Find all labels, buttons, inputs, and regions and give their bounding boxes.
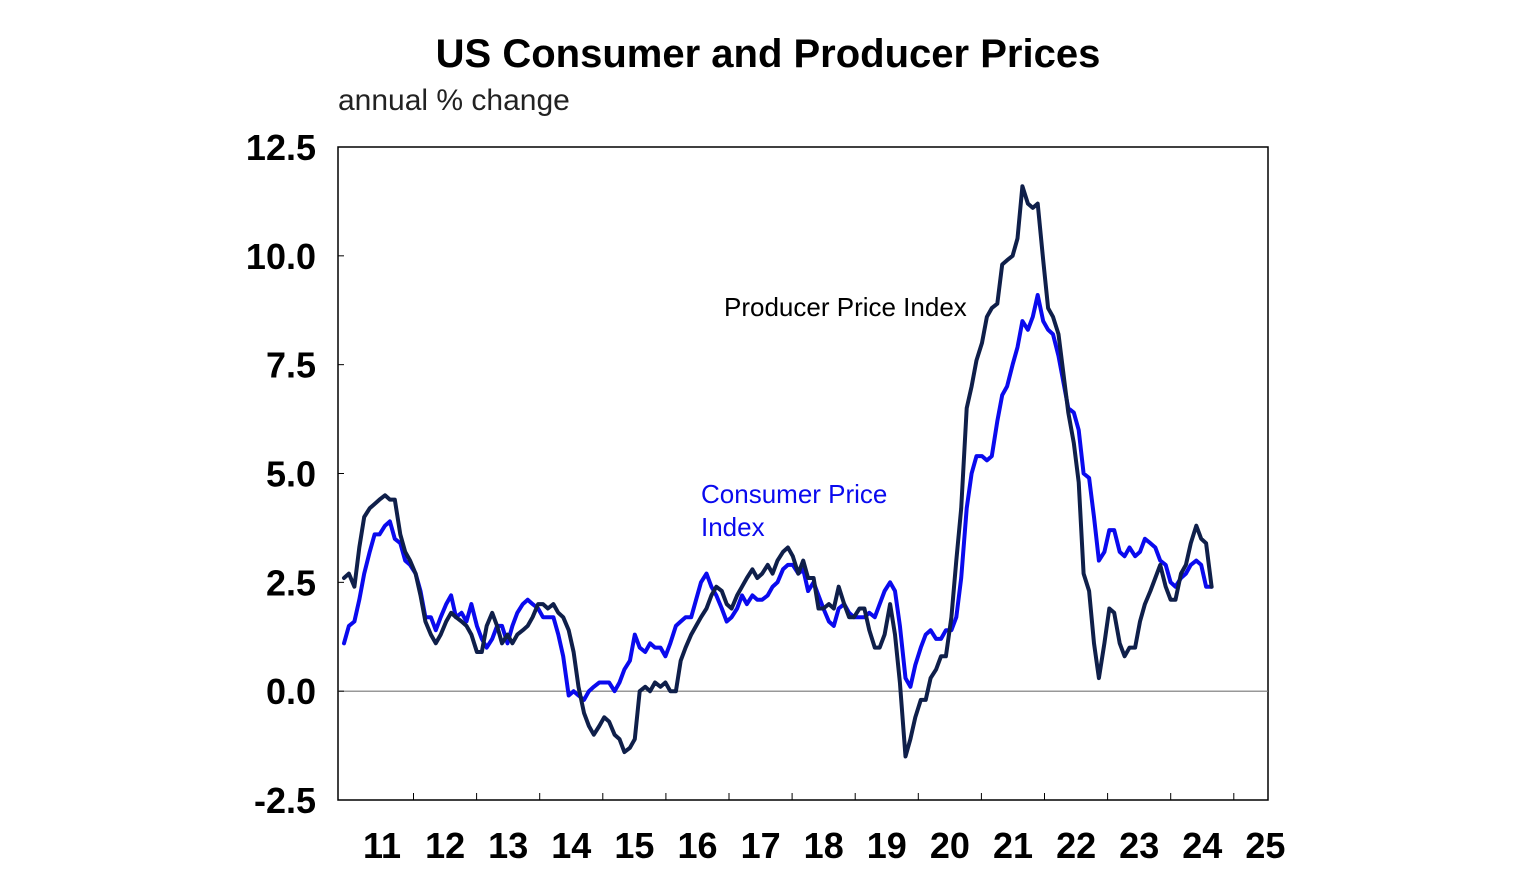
y-tick-label: 10.0 <box>246 236 316 277</box>
plot-frame <box>337 146 1269 801</box>
x-tick-label: 22 <box>1056 825 1096 866</box>
ppi-line <box>342 184 1214 759</box>
x-tick-label: 11 <box>363 825 401 866</box>
x-tick-label: 24 <box>1182 825 1222 866</box>
chart-title: US Consumer and Producer Prices <box>435 32 1101 76</box>
y-tick-label: -2.5 <box>254 780 316 821</box>
x-tick-label: 13 <box>488 825 528 866</box>
chart-annotations: Producer Price Index Consumer Price Inde… <box>701 292 967 542</box>
y-tick-label: 0.0 <box>266 671 316 712</box>
x-tick-label: 23 <box>1119 825 1159 866</box>
x-tick-label: 21 <box>993 825 1033 866</box>
x-tick-label: 18 <box>804 825 844 866</box>
x-tick-label: 15 <box>614 825 654 866</box>
cpi-series-label-line2: Index <box>701 512 765 542</box>
x-tick-label: 25 <box>1245 825 1285 866</box>
x-tick-label: 19 <box>867 825 907 866</box>
x-tick-label: 17 <box>741 825 781 866</box>
chart-axes: 12.5 10.0 7.5 5.0 2.5 0.0 -2.5 11 12 13 14 15 16 17 18… <box>246 127 1286 866</box>
y-tick-label: 12.5 <box>246 127 316 168</box>
y-tick-label: 2.5 <box>266 562 316 603</box>
x-tick-label: 16 <box>677 825 717 866</box>
x-tick-label: 20 <box>930 825 970 866</box>
x-tick-label: 14 <box>551 825 591 866</box>
cpi-series-label-line1: Consumer Price <box>701 479 887 509</box>
chart-series <box>342 184 1214 759</box>
y-axis-unit-label: annual % change <box>338 84 570 117</box>
ppi-series-label: Producer Price Index <box>724 292 967 322</box>
y-tick-label: 7.5 <box>266 345 316 386</box>
y-tick-label: 5.0 <box>266 454 316 495</box>
x-tick-label: 12 <box>425 825 465 866</box>
